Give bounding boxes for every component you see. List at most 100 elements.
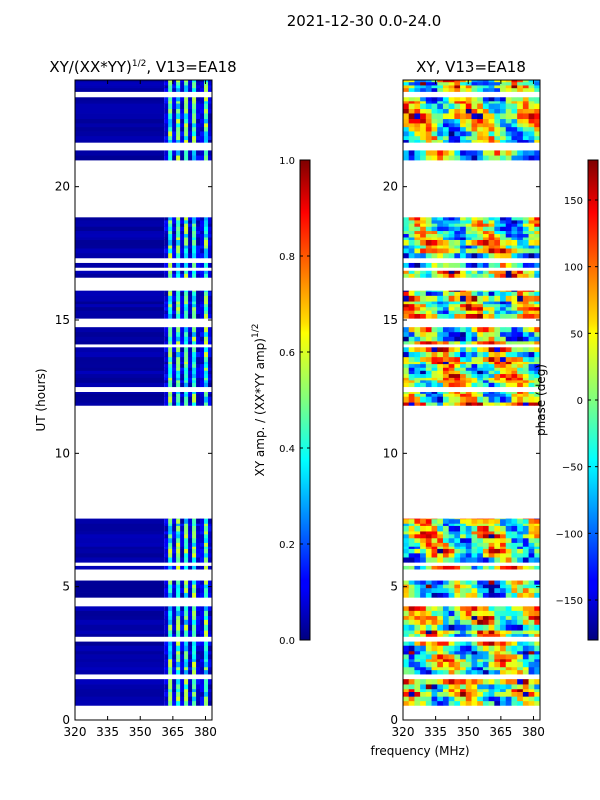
heatmap-cell [208,310,212,314]
heatmap-cell [477,245,484,249]
heatmap-cell [511,139,518,143]
heatmap-cell [204,523,209,526]
heatmap-cell [460,270,467,274]
heatmap-cell [460,100,467,104]
heatmap-cell [408,552,415,558]
heatmap-cell [196,100,201,104]
heatmap-cell [414,587,421,593]
heatmap-cell [471,615,478,620]
heatmap-cell [460,340,467,345]
heatmap-cell [176,100,181,104]
heatmap-cell [180,548,185,554]
heatmap-cell [517,351,524,358]
heatmap-cell [180,363,185,368]
heatmap-cell [200,518,205,524]
heatmap-cell [528,230,535,235]
heatmap-cell [500,131,507,137]
heatmap-cell [184,351,189,358]
heatmap-cell [471,557,478,563]
heatmap-cell [176,537,181,543]
heatmap-cell [168,306,173,311]
heatmap-cell [517,392,524,394]
heatmap-cell [522,303,529,308]
heatmap-cell [460,396,467,403]
heatmap-cell [517,518,524,520]
heatmap-cell [176,219,181,224]
heatmap-cell [505,295,512,302]
heatmap-cell [425,565,432,570]
heatmap-cell [482,150,489,156]
heatmap-cell [471,580,478,585]
heatmap-cell [204,313,209,319]
heatmap-cell [500,367,507,371]
heatmap-cell [482,630,489,635]
heatmap-cell [408,80,415,83]
heatmap-cell [188,531,193,535]
heatmap-cell [196,580,201,585]
heatmap-cell [431,118,438,124]
heatmap-cell [176,139,181,143]
heatmap-cell [505,691,512,697]
heatmap-cell [505,150,512,156]
heatmap-cell [465,533,472,539]
heatmap-cell [204,584,209,589]
heatmap-cell [437,155,444,161]
heatmap-cell [500,624,507,631]
heatmap-cell [477,542,484,547]
heatmap-cell [196,230,201,235]
heatmap-cell [488,155,495,161]
heatmap-cell [454,650,461,655]
heatmap-cell [208,367,212,371]
heatmap-cell [403,223,410,227]
heatmap-cell [511,548,518,554]
heatmap-cell [403,233,410,238]
heatmap-cell [505,533,512,539]
heatmap-cell [488,684,495,690]
heatmap-cell [403,306,410,311]
heatmap-cell [494,351,501,358]
heatmap-cell [454,226,461,232]
heatmap-cell [204,248,209,254]
heatmap-cell [200,100,205,104]
heatmap-cell [75,658,165,662]
heatmap-cell [192,248,197,254]
heatmap-cell [534,87,540,92]
heatmap-cell [534,103,540,110]
heatmap-cell [522,688,529,692]
heatmap-cell [192,87,197,92]
heatmap-cell [522,402,529,406]
heatmap-cell [460,223,467,227]
heatmap-cell [408,531,415,535]
heatmap-cell [196,295,201,302]
heatmap-cell [488,661,495,668]
heatmap-cell [414,248,421,254]
heatmap-cell [511,301,518,305]
heatmap-cell [528,658,535,662]
heatmap-cell [482,306,489,311]
heatmap-cell [168,650,173,655]
heatmap-cell [488,361,495,365]
heatmap-cell [75,237,165,240]
heatmap-cell [408,301,415,305]
heatmap-cell [414,230,421,235]
heatmap-cell [403,150,410,156]
heatmap-cell [511,691,518,697]
heatmap-cell [176,518,181,524]
heatmap-cell [196,630,201,635]
heatmap-cell [196,150,201,156]
heatmap-cell [437,580,444,585]
heatmap-cell [454,135,461,141]
heatmap-cell [184,606,189,611]
heatmap-cell [184,382,189,388]
heatmap-cell [420,377,427,381]
heatmap-cell [425,340,432,345]
heatmap-cell [420,273,427,278]
heatmap-cell [460,108,467,114]
heatmap-cell [500,100,507,104]
heatmap-cell [184,301,189,305]
y-tick-label: 0 [390,713,398,727]
heatmap-cell [517,226,524,232]
heatmap-cell [465,696,472,702]
heatmap-cell [168,80,173,83]
heatmap-cell [184,123,189,128]
